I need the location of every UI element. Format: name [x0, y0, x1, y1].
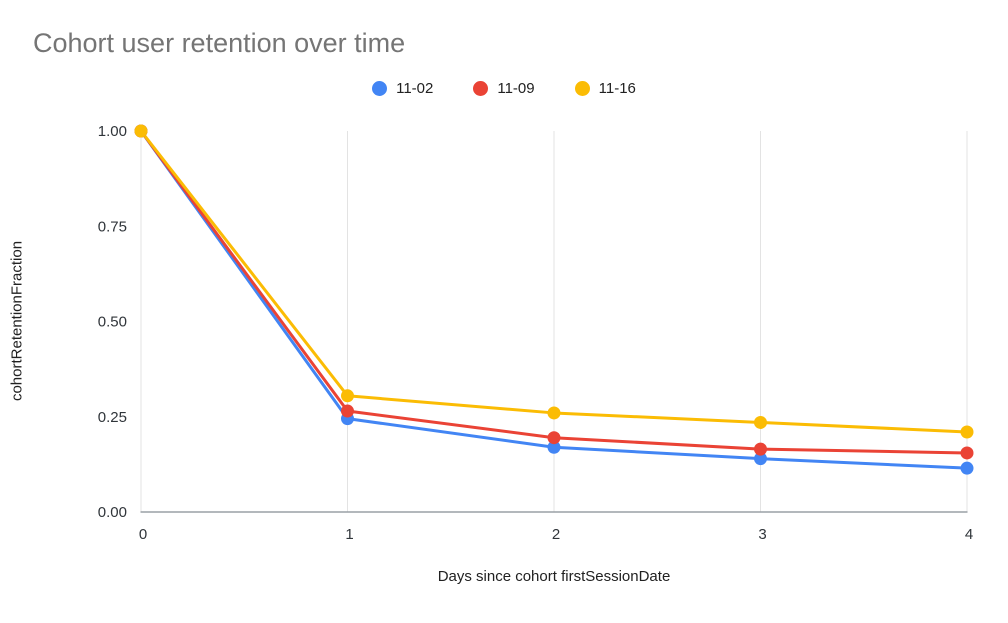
- y-tick-label: 0.75: [98, 218, 127, 235]
- data-point-11-09: [960, 446, 974, 460]
- y-tick-label: 0.25: [98, 409, 127, 426]
- x-tick-label: 1: [345, 526, 353, 543]
- x-tick-label: 3: [758, 526, 766, 543]
- data-point-11-16: [960, 425, 974, 439]
- x-axis-title: Days since cohort firstSessionDate: [437, 568, 671, 585]
- y-tick-label: 0.50: [98, 314, 127, 331]
- data-point-11-02: [960, 461, 974, 475]
- legend-dot: [372, 81, 388, 96]
- legend-label: 11-09: [497, 80, 535, 97]
- data-point-11-16: [754, 415, 767, 429]
- y-tick-label: 1.00: [98, 123, 127, 140]
- data-point-11-09: [547, 431, 561, 445]
- data-point-11-09: [754, 442, 767, 456]
- legend-label: 11-16: [598, 80, 636, 97]
- data-point-11-02: [754, 452, 767, 466]
- chart-legend: 11-02 11-09 11-16: [0, 80, 1008, 97]
- legend-dot: [574, 81, 590, 96]
- y-axis-title: cohortRetentionFraction: [8, 240, 26, 402]
- legend-item-11-09: 11-09: [473, 80, 535, 97]
- x-tick-label: 0: [139, 526, 147, 543]
- legend-item-11-02: 11-02: [372, 80, 433, 97]
- data-point-11-16: [341, 389, 354, 403]
- data-point-11-09: [341, 404, 354, 418]
- y-tick-label: 0.00: [98, 504, 127, 521]
- x-tick-label: 4: [965, 526, 973, 543]
- chart-title: Cohort user retention over time: [33, 28, 406, 58]
- legend-label: 11-02: [396, 80, 434, 97]
- legend-item-11-16: 11-16: [574, 80, 636, 97]
- data-point-11-16: [134, 124, 148, 138]
- data-point-11-16: [547, 406, 561, 420]
- x-tick-label: 2: [552, 526, 560, 543]
- data-point-11-02: [547, 440, 561, 454]
- legend-dot: [473, 81, 489, 96]
